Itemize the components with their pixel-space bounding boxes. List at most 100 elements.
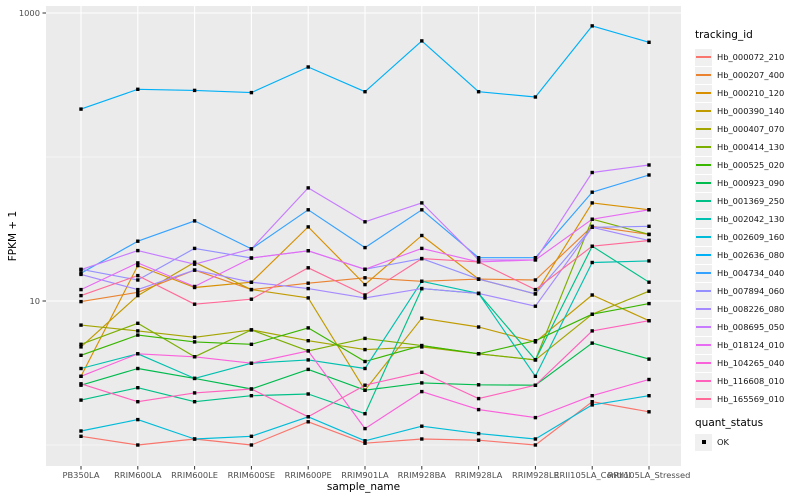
data-point (249, 247, 254, 251)
data-point (79, 345, 83, 349)
data-point (647, 238, 651, 243)
data-point (647, 232, 651, 237)
legend-key-line (696, 182, 711, 184)
data-point (420, 256, 424, 261)
legend-key-line (696, 92, 711, 94)
data-point (533, 339, 538, 343)
data-point (363, 383, 367, 387)
data-point (476, 352, 481, 356)
legend-item-Hb_004734_040: Hb_004734_040 (695, 264, 800, 282)
data-point (306, 339, 310, 343)
data-point (476, 277, 481, 281)
data-point (533, 383, 538, 387)
legend-item-Hb_001369_250: Hb_001369_250 (695, 192, 800, 210)
legend-item-label: Hb_002636_080 (717, 250, 785, 260)
data-point (136, 278, 140, 282)
legend-item-label: Hb_000407_070 (717, 124, 785, 134)
data-point (533, 374, 538, 378)
data-point (306, 349, 310, 353)
data-point (590, 217, 594, 221)
legend-key-line (696, 218, 711, 220)
legend-item-Hb_000072_210: Hb_000072_210 (695, 48, 800, 66)
data-point (533, 256, 538, 260)
legend-key-swatch (695, 66, 712, 84)
legend-panel: tracking_id Hb_000072_210 Hb_000207_400 Hb… (695, 29, 800, 451)
data-point (136, 417, 140, 422)
data-point (79, 323, 83, 327)
data-point (306, 208, 310, 212)
legend-title-quant-status: quant_status (695, 417, 764, 429)
data-point (420, 39, 424, 43)
data-point (363, 220, 367, 224)
data-point (192, 340, 197, 344)
x-tick-label: RRIM928LA (455, 470, 503, 480)
legend-key-swatch (695, 372, 712, 390)
data-point (192, 302, 197, 306)
x-tick-label: RRIM600LE (171, 470, 218, 480)
quant-status-label: OK (717, 437, 729, 447)
data-point (647, 410, 651, 414)
data-point (590, 293, 594, 297)
y-tick-label: 10 (29, 296, 40, 306)
data-point (249, 394, 254, 398)
data-point (192, 268, 197, 272)
data-point (192, 88, 197, 93)
data-point (79, 398, 83, 402)
data-point (136, 293, 140, 298)
data-point (136, 329, 140, 333)
data-point (533, 443, 538, 447)
data-point (192, 284, 197, 289)
data-point (363, 388, 367, 392)
legend-key-line (696, 326, 711, 328)
data-point (79, 382, 83, 386)
legend-key-line (696, 110, 711, 112)
data-point (420, 370, 424, 374)
legend-item-Hb_008695_050: Hb_008695_050 (695, 318, 800, 336)
legend-item-Hb_000525_020: Hb_000525_020 (695, 156, 800, 174)
legend-item-label: Hb_000210_120 (717, 88, 785, 98)
data-point (79, 272, 83, 277)
legend-title-tracking-id: tracking_id (695, 29, 753, 41)
data-point (249, 342, 254, 346)
data-point (590, 329, 594, 333)
legend-item-label: Hb_165569_010 (717, 394, 785, 404)
x-tick-label: PB350LA (62, 470, 99, 480)
data-point (420, 201, 424, 205)
y-axis-title: FPKM + 1 (7, 210, 19, 262)
legend-key-line (696, 398, 711, 400)
legend-item-label: Hb_000390_140 (717, 106, 785, 116)
legend-key-swatch (695, 336, 712, 354)
data-point (136, 352, 140, 356)
legend-item-label: Hb_018124_010 (717, 340, 785, 350)
legend-item-Hb_116608_010: Hb_116608_010 (695, 372, 800, 390)
legend-item-Hb_000923_090: Hb_000923_090 (695, 174, 800, 192)
data-point (79, 107, 83, 111)
legend-key-line (696, 200, 711, 202)
legend-item-label: Hb_104265_040 (717, 358, 785, 368)
data-point (79, 429, 83, 433)
data-point (420, 424, 424, 428)
data-point (136, 400, 140, 404)
data-point (590, 244, 594, 248)
legend-item-Hb_000407_070: Hb_000407_070 (695, 120, 800, 138)
data-point (533, 287, 538, 292)
data-point (192, 262, 197, 266)
data-point (420, 316, 424, 320)
data-point (306, 266, 310, 270)
legend-item-Hb_000390_140: Hb_000390_140 (695, 102, 800, 120)
data-point (476, 383, 481, 387)
legend-key-line (696, 344, 711, 346)
legend-key-swatch (695, 300, 712, 318)
data-point (136, 366, 140, 371)
legend-item-label: Hb_002609_160 (717, 232, 785, 242)
legend-key-swatch (695, 120, 712, 138)
data-point (590, 260, 594, 265)
data-point (420, 381, 424, 385)
data-point (192, 355, 197, 359)
data-point (192, 260, 197, 264)
data-point (249, 90, 254, 95)
data-point (476, 291, 481, 296)
data-point (249, 387, 254, 391)
